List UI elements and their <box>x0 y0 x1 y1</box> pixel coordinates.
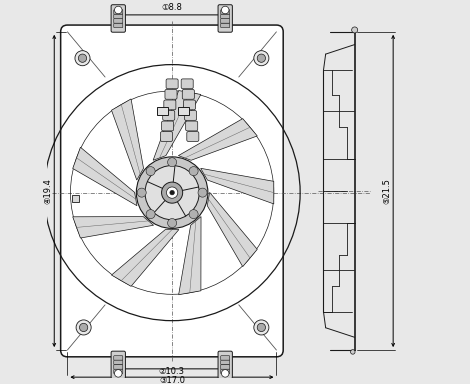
Circle shape <box>145 166 199 220</box>
Bar <box>157 107 168 116</box>
Polygon shape <box>111 99 143 180</box>
FancyBboxPatch shape <box>111 5 125 32</box>
FancyBboxPatch shape <box>221 23 230 28</box>
Circle shape <box>146 167 155 175</box>
Circle shape <box>189 210 198 218</box>
FancyBboxPatch shape <box>185 111 196 120</box>
Circle shape <box>75 51 90 66</box>
Circle shape <box>221 6 229 14</box>
Polygon shape <box>73 147 137 206</box>
FancyBboxPatch shape <box>183 100 196 110</box>
Polygon shape <box>179 119 257 160</box>
Polygon shape <box>111 230 179 286</box>
FancyBboxPatch shape <box>114 369 123 374</box>
FancyBboxPatch shape <box>114 14 123 19</box>
FancyBboxPatch shape <box>160 132 172 141</box>
Circle shape <box>254 320 269 335</box>
FancyBboxPatch shape <box>163 111 175 120</box>
Circle shape <box>352 27 358 33</box>
Polygon shape <box>207 192 257 266</box>
FancyBboxPatch shape <box>164 100 176 110</box>
FancyBboxPatch shape <box>111 351 125 379</box>
Text: ④19.4: ④19.4 <box>44 178 53 204</box>
Circle shape <box>254 51 269 66</box>
Circle shape <box>170 190 174 195</box>
FancyBboxPatch shape <box>114 23 123 28</box>
FancyBboxPatch shape <box>182 89 194 99</box>
Circle shape <box>115 6 122 14</box>
Text: ①8.8: ①8.8 <box>161 3 182 12</box>
Bar <box>178 107 189 116</box>
FancyBboxPatch shape <box>181 79 193 89</box>
FancyBboxPatch shape <box>186 121 198 131</box>
FancyBboxPatch shape <box>221 19 230 23</box>
Circle shape <box>162 182 183 203</box>
FancyBboxPatch shape <box>165 89 177 99</box>
FancyBboxPatch shape <box>162 121 173 131</box>
FancyBboxPatch shape <box>221 369 230 374</box>
Circle shape <box>351 350 355 354</box>
Circle shape <box>168 158 177 167</box>
Polygon shape <box>201 168 274 204</box>
Circle shape <box>146 210 155 218</box>
Circle shape <box>166 187 178 198</box>
FancyBboxPatch shape <box>221 360 230 365</box>
FancyBboxPatch shape <box>114 10 123 14</box>
FancyBboxPatch shape <box>114 365 123 369</box>
Polygon shape <box>73 217 154 238</box>
FancyBboxPatch shape <box>61 25 283 357</box>
Circle shape <box>257 54 266 62</box>
Bar <box>72 195 78 202</box>
FancyBboxPatch shape <box>221 10 230 14</box>
FancyBboxPatch shape <box>218 351 232 379</box>
Circle shape <box>78 54 86 62</box>
FancyBboxPatch shape <box>114 360 123 365</box>
Circle shape <box>137 188 146 197</box>
FancyBboxPatch shape <box>166 79 178 89</box>
Polygon shape <box>153 91 201 160</box>
Circle shape <box>257 323 266 332</box>
Circle shape <box>76 320 91 335</box>
FancyBboxPatch shape <box>221 365 230 369</box>
Circle shape <box>168 218 177 228</box>
FancyBboxPatch shape <box>221 356 230 360</box>
Circle shape <box>221 370 229 377</box>
Text: ⑤21.5: ⑤21.5 <box>383 178 392 204</box>
Circle shape <box>189 167 198 175</box>
FancyBboxPatch shape <box>218 5 232 32</box>
Text: ②10.3: ②10.3 <box>158 367 185 376</box>
Circle shape <box>115 370 122 377</box>
FancyBboxPatch shape <box>114 19 123 23</box>
FancyBboxPatch shape <box>187 132 199 141</box>
FancyBboxPatch shape <box>114 356 123 360</box>
Circle shape <box>79 323 88 332</box>
Circle shape <box>198 188 207 197</box>
Circle shape <box>136 157 208 228</box>
Polygon shape <box>179 217 201 295</box>
FancyBboxPatch shape <box>221 14 230 19</box>
Text: ③17.0: ③17.0 <box>159 376 185 384</box>
